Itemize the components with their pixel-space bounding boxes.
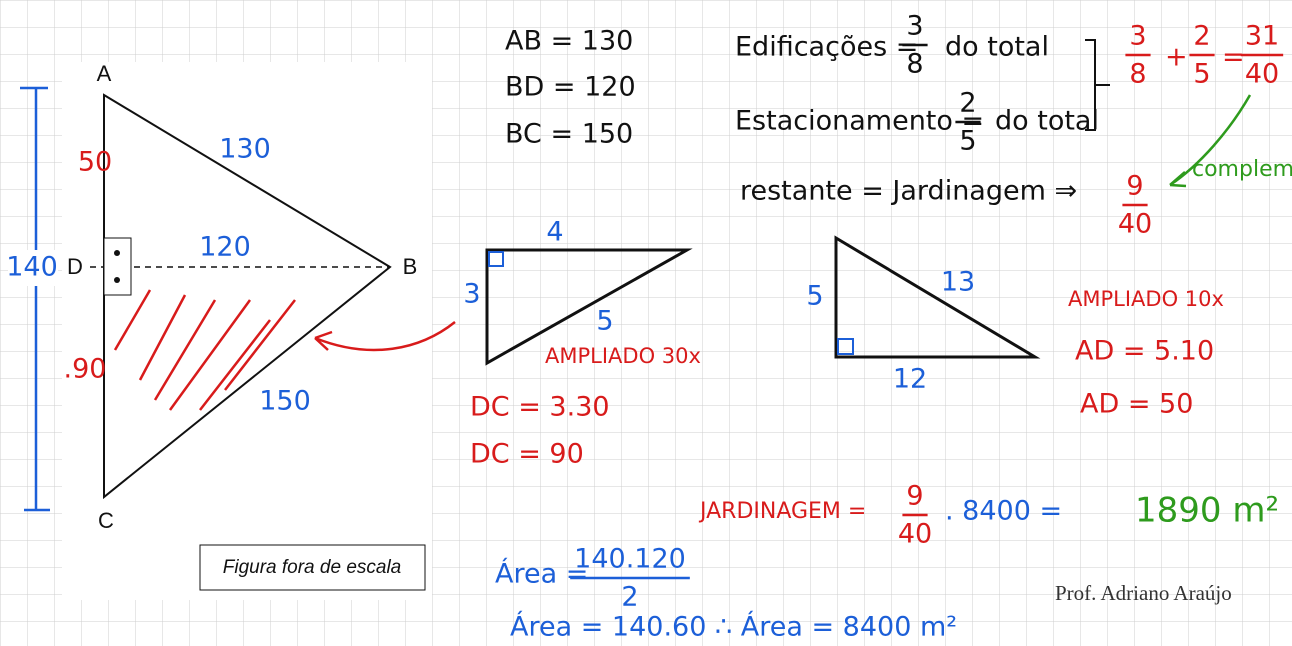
denominator: 40 xyxy=(1245,59,1279,90)
dot xyxy=(114,250,120,256)
label-bg xyxy=(8,250,58,286)
numerator: 140.120 xyxy=(574,544,686,575)
note: AD = 50 xyxy=(1080,389,1193,420)
note: do total xyxy=(945,32,1049,63)
signature: Prof. Adriano Araújo xyxy=(1055,581,1232,605)
denominator: 8 xyxy=(1129,59,1146,90)
vertex-label: C xyxy=(98,508,114,533)
given: AB = 130 xyxy=(505,26,633,57)
denominator: 5 xyxy=(959,126,976,157)
figure: A D B C 50 130 120 .90 150 140 Figura fo… xyxy=(6,61,456,591)
vertex-label: B xyxy=(403,254,418,279)
note: . 8400 = xyxy=(945,496,1062,527)
denominator: 8 xyxy=(906,49,923,80)
denominator: 40 xyxy=(898,519,932,550)
operator: = xyxy=(1222,42,1245,73)
fraction: 38 xyxy=(1125,21,1151,90)
measure: 12 xyxy=(893,364,927,395)
triangle xyxy=(834,235,1041,359)
note: DC = 3.30 xyxy=(470,392,610,423)
note: restante = Jardinagem ⇒ xyxy=(740,176,1077,207)
numerator: 2 xyxy=(1193,21,1210,52)
measure: 50 xyxy=(78,147,112,178)
fraction: 38 xyxy=(902,11,928,80)
vertex-label: A xyxy=(97,61,112,86)
fraction: 25 xyxy=(1189,21,1215,90)
right-angle xyxy=(837,338,854,355)
given: BD = 120 xyxy=(505,72,636,103)
result: 1890 m² xyxy=(1135,491,1279,531)
measure: 150 xyxy=(259,386,311,417)
note: AMPLIADO 30x xyxy=(545,344,701,368)
measure: 4 xyxy=(546,217,563,248)
fraction: 940 xyxy=(1118,171,1152,240)
fraction: 140.120 2 xyxy=(570,544,690,613)
note: DC = 90 xyxy=(470,439,584,470)
operator: + xyxy=(1165,42,1188,73)
triangle-abc xyxy=(103,93,392,500)
vertex-label: D xyxy=(67,254,83,279)
measure: 140 xyxy=(6,252,58,283)
denominator: 40 xyxy=(1118,209,1152,240)
caption: Figura fora de escala xyxy=(223,557,402,578)
fraction: 25 xyxy=(955,88,981,157)
note: AMPLIADO 10x xyxy=(1068,287,1224,311)
note: Área = 140.60 ∴ Área = 8400 m² xyxy=(510,611,957,643)
note: Edificações = xyxy=(735,32,918,63)
note: complemento xyxy=(1192,157,1292,182)
numerator: 3 xyxy=(1129,21,1146,52)
note: do total xyxy=(995,106,1099,137)
right-angle xyxy=(103,237,132,296)
note: Área = xyxy=(495,558,588,590)
hatch xyxy=(113,289,456,411)
measure: 130 xyxy=(219,134,271,165)
numerator: 9 xyxy=(1126,171,1143,202)
figure-panel xyxy=(62,62,432,600)
measure: 5 xyxy=(596,306,613,337)
measure: 120 xyxy=(199,232,251,263)
caption-box xyxy=(199,544,426,591)
fraction: 940 xyxy=(898,481,932,550)
given: BC = 150 xyxy=(505,119,633,150)
denominator: 5 xyxy=(1193,59,1210,90)
numerator: 3 xyxy=(906,11,923,42)
dot xyxy=(114,277,120,283)
triangle xyxy=(485,248,693,366)
measure: .90 xyxy=(64,354,107,385)
brace xyxy=(1085,39,1110,131)
denominator: 2 xyxy=(621,582,638,613)
note: JARDINAGEM = xyxy=(698,499,866,524)
right-angle xyxy=(488,251,504,267)
numerator: 31 xyxy=(1245,21,1279,52)
arrow xyxy=(1169,94,1252,188)
height-bracket xyxy=(20,86,50,512)
numerator: 9 xyxy=(906,481,923,512)
measure: 5 xyxy=(806,281,823,312)
measure: 3 xyxy=(463,279,480,310)
numerator: 2 xyxy=(959,88,976,119)
note: Estacionamento = xyxy=(735,106,984,137)
note: AD = 5.10 xyxy=(1075,336,1214,367)
measure: 13 xyxy=(941,267,975,298)
